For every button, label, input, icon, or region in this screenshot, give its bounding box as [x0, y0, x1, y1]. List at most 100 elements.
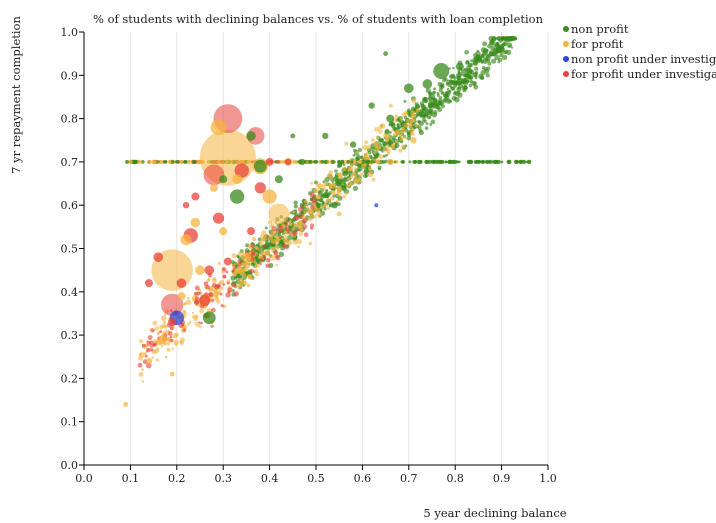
x-tick-label: 0.6 — [354, 472, 372, 485]
scatter-point — [187, 322, 190, 326]
scatter-point — [366, 144, 372, 150]
scatter-point — [363, 140, 369, 145]
scatter-point — [434, 160, 439, 164]
scatter-point — [391, 143, 394, 147]
scatter-point — [203, 164, 225, 186]
scatter-point — [123, 401, 129, 407]
legend-marker — [563, 71, 569, 77]
scatter-point — [456, 160, 460, 164]
scatter-point — [370, 138, 375, 143]
y-tick-label: 0.1 — [61, 416, 79, 429]
scatter-point — [325, 200, 328, 203]
scatter-point — [270, 223, 275, 227]
scatter-point — [467, 75, 472, 80]
scatter-point — [354, 167, 358, 171]
scatter-point — [340, 160, 344, 164]
scatter-point — [411, 98, 417, 104]
scatter-point — [383, 133, 388, 138]
scatter-point — [308, 202, 312, 206]
scatter-point — [195, 265, 205, 275]
legend-label: for profit under investigation — [571, 67, 716, 81]
scatter-point — [307, 160, 312, 164]
y-tick-label: 0.5 — [61, 243, 79, 256]
scatter-point — [300, 212, 305, 217]
scatter-point — [179, 337, 185, 343]
scatter-point — [292, 239, 298, 245]
legend-marker — [563, 26, 569, 32]
scatter-point — [284, 158, 292, 166]
scatter-point — [494, 37, 498, 40]
scatter-point — [422, 79, 433, 89]
scatter-point — [199, 294, 211, 307]
scatter-point — [431, 112, 438, 118]
scatter-point — [162, 320, 167, 324]
scatter-point — [231, 289, 235, 293]
scatter-point — [238, 278, 244, 284]
scatter-point — [527, 159, 532, 164]
y-tick-label: 0.0 — [61, 459, 79, 472]
scatter-point — [177, 292, 186, 301]
scatter-point — [473, 60, 479, 66]
scatter-point — [373, 141, 380, 147]
scatter-point — [191, 159, 197, 164]
scatter-point — [500, 160, 504, 164]
x-tick-label: 1.0 — [539, 472, 557, 485]
scatter-point — [342, 163, 346, 166]
scatter-point — [485, 73, 490, 78]
scatter-point — [140, 368, 144, 372]
scatter-point — [460, 69, 465, 74]
scatter-point — [254, 245, 259, 250]
scatter-point — [325, 188, 329, 192]
scatter-point — [430, 119, 436, 125]
scatter-point — [221, 267, 227, 272]
scatter-point — [482, 41, 488, 47]
scatter-point — [425, 87, 431, 94]
scatter-point — [406, 135, 412, 141]
scatter-point — [297, 207, 303, 212]
scatter-point — [377, 129, 383, 134]
scatter-point — [381, 159, 386, 164]
scatter-point — [345, 192, 349, 195]
scatter-point — [332, 191, 337, 196]
scatter-point — [349, 141, 357, 148]
scatter-point — [237, 262, 242, 267]
scatter-point — [320, 205, 325, 210]
y-tick-label: 0.8 — [61, 113, 79, 126]
y-tick-label: 0.7 — [61, 156, 79, 169]
scatter-point — [216, 299, 221, 304]
scatter-point — [354, 156, 359, 162]
scatter-point — [462, 85, 468, 90]
scatter-point — [270, 246, 276, 252]
scatter-point — [298, 158, 306, 166]
scatter-point — [427, 96, 431, 100]
scatter-point — [428, 116, 432, 119]
scatter-point — [220, 304, 224, 308]
y-tick-label: 0.4 — [61, 286, 79, 299]
scatter-point — [508, 35, 514, 42]
scatter-point — [193, 299, 200, 306]
scatter-point — [482, 51, 487, 56]
legend-marker — [563, 41, 569, 47]
scatter-point — [378, 154, 384, 160]
scatter-point — [456, 72, 462, 79]
scatter-point — [197, 321, 201, 324]
scatter-point — [283, 238, 288, 244]
scatter-point — [307, 216, 313, 222]
scatter-point — [149, 347, 154, 352]
scatter-point — [382, 154, 386, 158]
scatter-point — [282, 232, 285, 236]
scatter-point — [403, 136, 407, 140]
scatter-point — [376, 160, 381, 164]
scatter-point — [259, 262, 262, 265]
scatter-point — [495, 159, 500, 164]
scatter-point — [313, 180, 318, 185]
scatter-point — [151, 356, 154, 359]
scatter-point — [329, 175, 334, 180]
scatter-point — [443, 93, 449, 99]
scatter-point — [409, 118, 415, 124]
scatter-point — [166, 338, 171, 342]
scatter-point — [501, 42, 507, 47]
scatter-point — [249, 268, 255, 274]
scatter-point — [237, 251, 244, 257]
